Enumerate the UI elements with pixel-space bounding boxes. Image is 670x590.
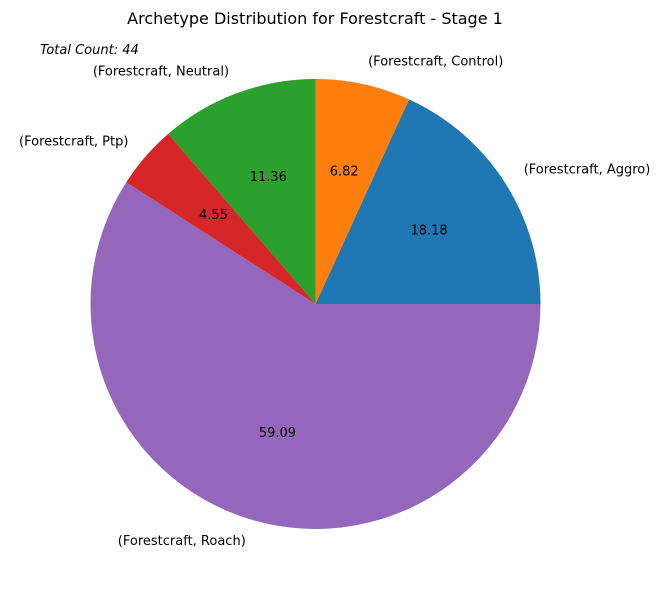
- pie-slice-forestcraft-ptp: [126, 133, 316, 304]
- pie-pct-label: 11.36: [250, 170, 287, 185]
- pie-category-label: (Forestcraft, Aggro): [524, 163, 651, 178]
- pie-category-label: (Forestcraft, Control): [368, 55, 503, 70]
- pie-pct-label: 59.09: [259, 426, 296, 441]
- pie-pct-label: 18.18: [410, 224, 447, 239]
- pie-category-label: (Forestcraft, Neutral): [93, 65, 229, 80]
- pie-slice-forestcraft-aggro: [315, 99, 541, 305]
- pie-slices: [90, 79, 541, 529]
- chart-title: Archetype Distribution for Forestcraft -…: [127, 9, 503, 28]
- pie-category-label: (Forestcraft, Roach): [118, 534, 246, 549]
- pie-labels: 18.18 (Forestcraft, Aggro) 6.82 (Forestcraf…: [19, 55, 650, 549]
- pie-slice-forestcraft-neutral: [168, 79, 316, 304]
- pie-pct-label: 6.82: [330, 165, 359, 180]
- pie-category-label: (Forestcraft, Ptp): [19, 134, 128, 149]
- pie-pct-label: 4.55: [199, 208, 228, 223]
- pie-slice-forestcraft-roach: [90, 182, 541, 529]
- pie-slice-forestcraft-control: [315, 79, 409, 304]
- total-count-annotation: Total Count: 44: [40, 43, 139, 58]
